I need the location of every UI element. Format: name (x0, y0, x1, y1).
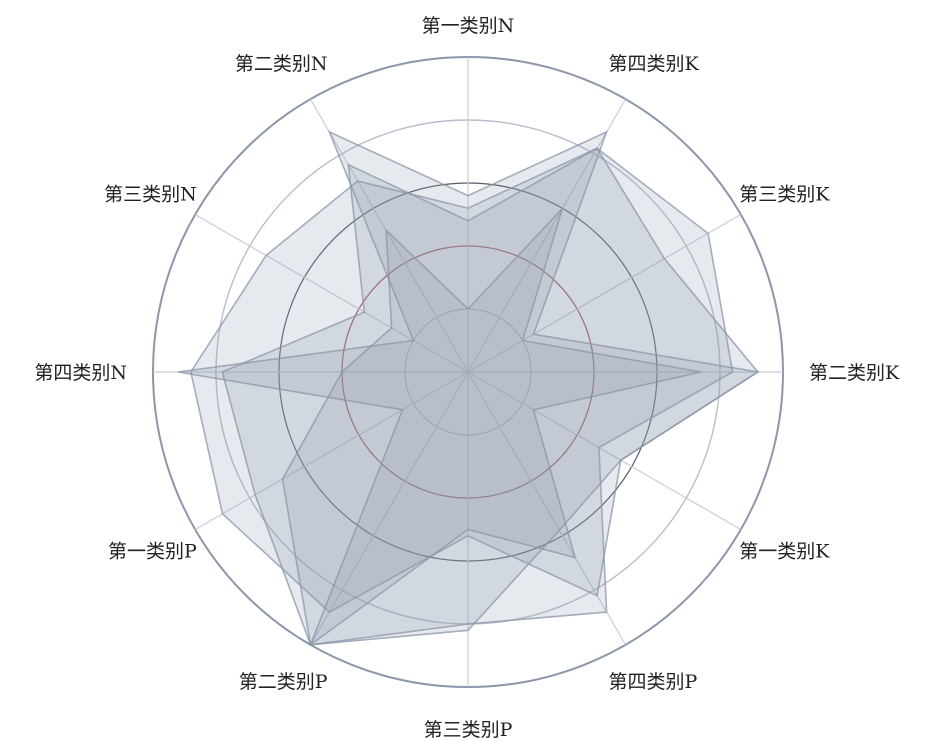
axis-label-9: 第一类别P (108, 541, 197, 563)
axis-label-3: 第三类别K (739, 184, 830, 206)
series-layer (178, 130, 760, 647)
axis-label-11: 第三类别N (104, 184, 197, 206)
series-1-area (189, 147, 759, 614)
axis-labels: 第一类别N 第四类别K 第三类别K 第二类别K 第一类别K 第四类别P 第三类别P 第二类别P… (34, 15, 900, 741)
grid-spoke-2 (467, 98, 627, 373)
axis-label-8: 第二类别P (239, 671, 328, 693)
grid-spoke-5 (467, 371, 742, 531)
axis-label-7: 第三类别P (424, 719, 513, 741)
axis-label-10: 第四类别N (34, 362, 127, 384)
grid-spoke-12 (309, 98, 469, 373)
grid-spoke-3 (467, 213, 742, 373)
axis-label-4: 第二类别K (809, 362, 900, 384)
grid-spoke-9 (194, 371, 469, 531)
grid-spoke-8 (309, 371, 469, 646)
axis-label-12: 第二类别N (235, 53, 328, 75)
axis-label-2: 第四类别K (609, 53, 700, 75)
series-4-area (178, 130, 760, 646)
axis-label-6: 第四类别P (609, 671, 698, 693)
series-2-area (221, 147, 734, 646)
grid-spoke-6 (467, 371, 627, 646)
series-3-area (281, 207, 702, 647)
axis-label-5: 第一类别K (739, 541, 830, 563)
grid-spoke-11 (194, 213, 469, 373)
axis-label-1: 第一类别N (422, 15, 515, 37)
